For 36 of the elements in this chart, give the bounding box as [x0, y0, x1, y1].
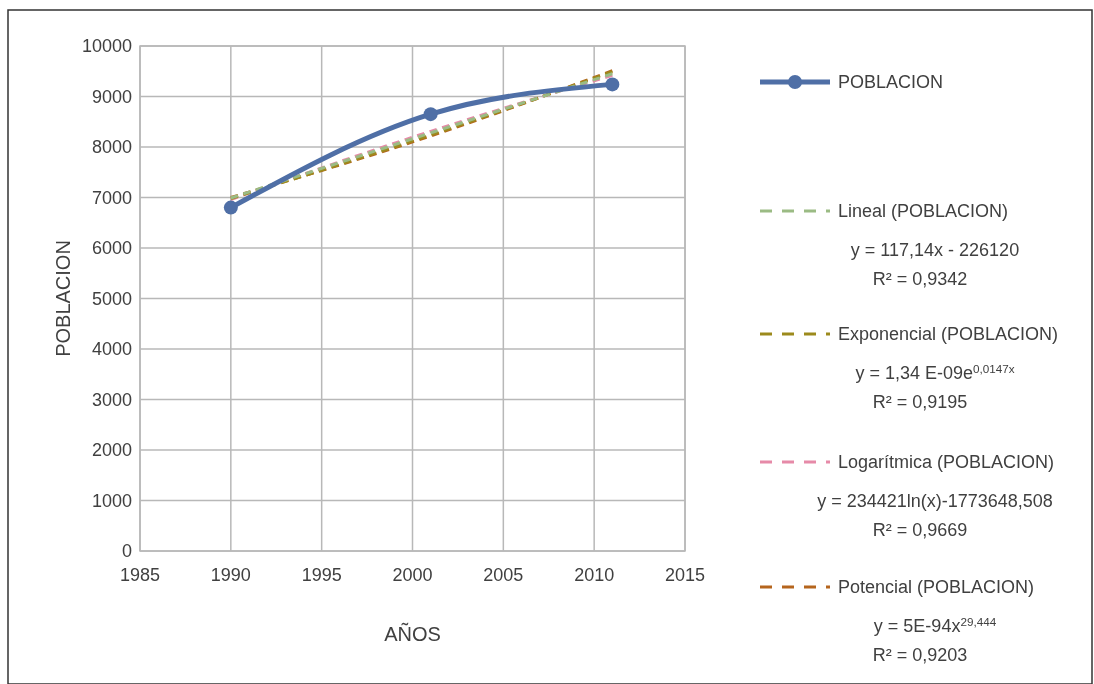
x-tick-label: 1995 [301, 565, 342, 585]
text: R² = 0,9342 [872, 269, 968, 289]
x-tick-label: 1985 [119, 565, 161, 585]
legend-label: Potencial (POBLACION) [838, 577, 1035, 598]
text: R² = 0,9669 [872, 520, 968, 540]
text: y = 1,34 E-09e$^{0,0147x}$ [855, 361, 1015, 383]
legend-label: Exponencial (POBLACION) [838, 324, 1059, 345]
x-tick-label: 2005 [483, 565, 524, 585]
text: R² = 0,9195 [872, 392, 968, 412]
y-tick-label: 0 [121, 541, 132, 562]
y-axis-title: POBLACION [52, 240, 74, 357]
y-tick-label: 4000 [91, 339, 132, 360]
text: R² = 0,9203 [872, 645, 968, 665]
point [605, 77, 620, 92]
y-tick-label: 6000 [91, 238, 132, 259]
y-tick-label: 2000 [91, 440, 132, 461]
y-tick-label: 7000 [91, 187, 132, 208]
point [223, 200, 238, 215]
y-tick-label: 10000 [81, 36, 132, 57]
point [423, 107, 438, 122]
x-tick-label: 2000 [392, 565, 433, 585]
text: y = 117,14x - 226120 [850, 240, 1020, 260]
legend-label: Lineal (POBLACION) [838, 201, 1009, 222]
legend-label: Logarítmica (POBLACION) [838, 452, 1055, 473]
x-tick-label: 2010 [574, 565, 615, 585]
y-tick-label: 8000 [91, 137, 132, 158]
y-tick-label: 5000 [91, 288, 132, 309]
text: y = 5E-94x$^{29,444}$ [873, 614, 997, 636]
x-tick-label: 1990 [210, 565, 251, 585]
x-tick-label: 2015 [664, 565, 706, 585]
y-tick-label: 9000 [91, 86, 132, 107]
text: y = 234421ln(x)-1773648,508 [817, 491, 1053, 511]
legend-label: POBLACION [838, 72, 944, 93]
x-axis-title: AÑOS [384, 622, 441, 645]
y-tick-label: 1000 [91, 490, 132, 511]
y-tick-label: 3000 [91, 389, 132, 410]
